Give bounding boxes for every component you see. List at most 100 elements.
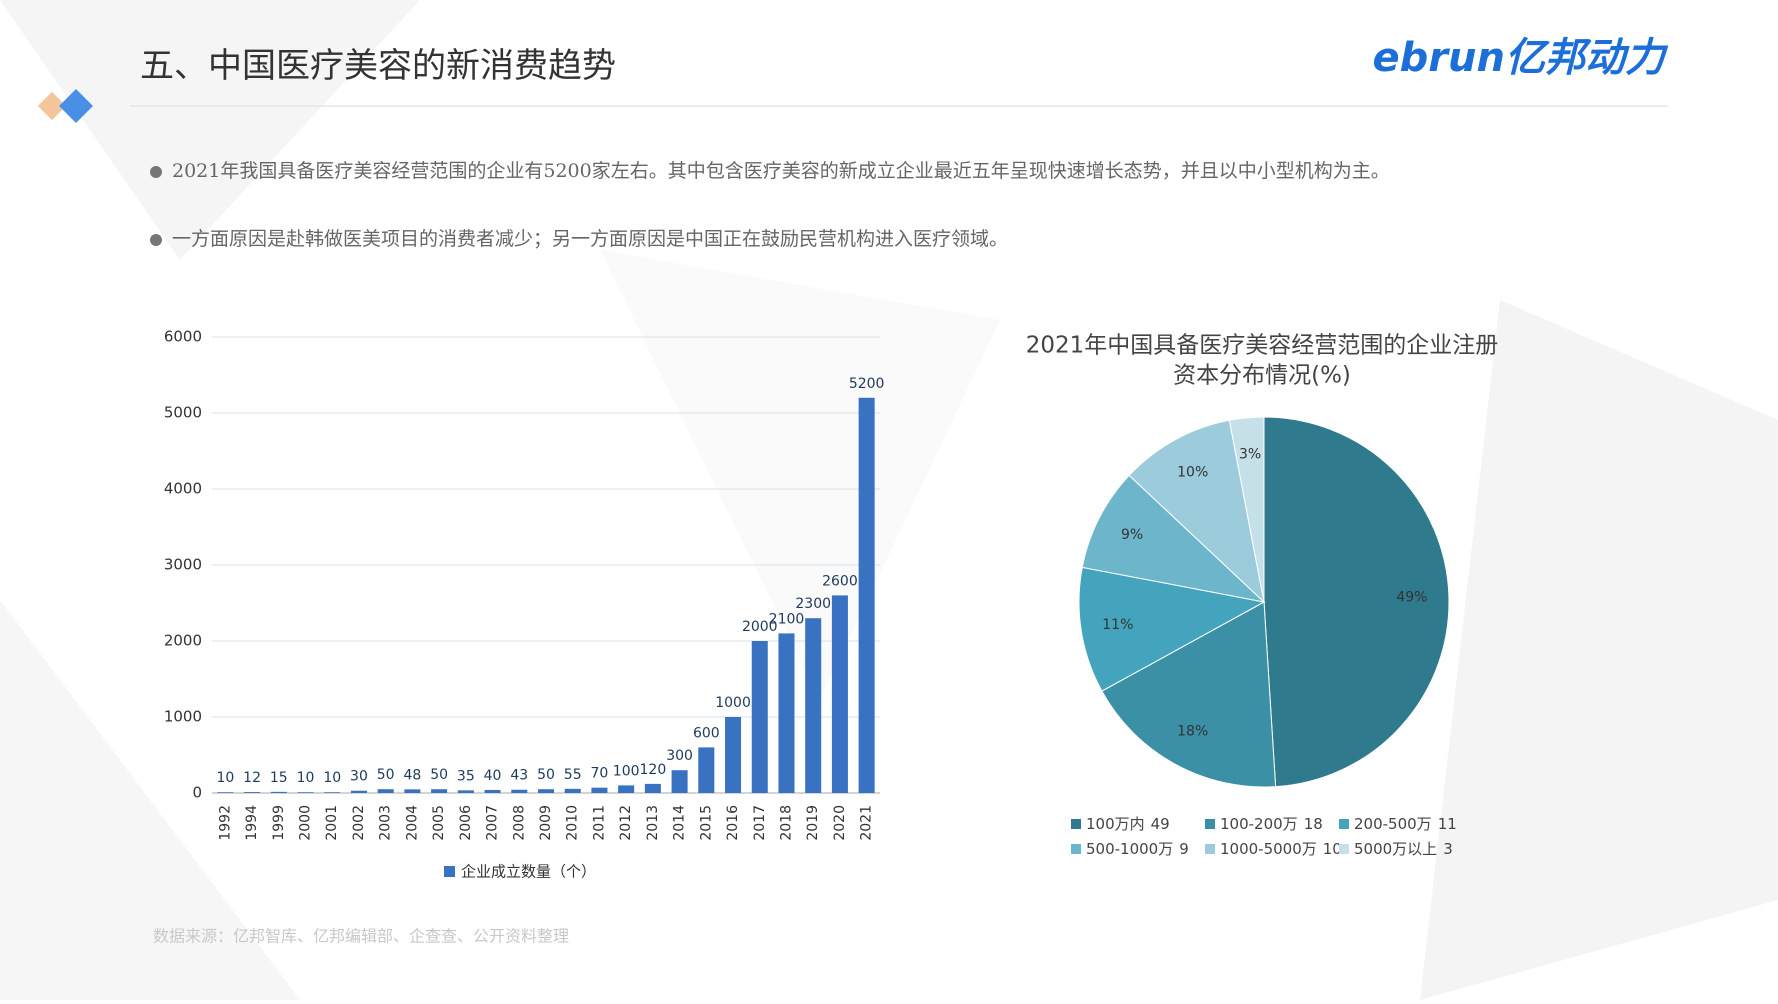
bar: [484, 789, 501, 793]
bar: [244, 792, 261, 793]
legend-value: 49: [1151, 815, 1170, 833]
legend-label: 100-200万 18: [1220, 815, 1323, 833]
legend-label: 5000万以上 3: [1354, 840, 1453, 858]
data-label: 11%: [1102, 617, 1133, 633]
data-label: 2300: [795, 596, 831, 612]
legend-swatch: [1071, 819, 1081, 829]
bar: [537, 789, 555, 793]
bar: [591, 787, 608, 793]
legend-swatch: [1339, 844, 1349, 854]
data-label: 2600: [822, 573, 858, 589]
x-tick-label: 1999: [271, 805, 287, 841]
bullet-dot: [150, 234, 162, 246]
bar: [644, 783, 661, 793]
x-tick-label: 2006: [458, 805, 474, 841]
data-label: 5200: [849, 376, 885, 392]
data-label: 600: [693, 725, 720, 741]
data-label: 3%: [1239, 447, 1261, 463]
bar: [831, 595, 848, 793]
legend-label: 企业成立数量（个）: [461, 863, 596, 881]
bar: [431, 789, 448, 793]
x-tick-label: 2019: [805, 805, 821, 841]
x-tick-label: 2007: [485, 805, 501, 841]
bar: [564, 788, 581, 793]
bar: [751, 641, 768, 793]
legend-label: 200-500万 11: [1354, 815, 1457, 833]
legend-label: 1000-5000万 10: [1220, 840, 1342, 858]
data-label: 10: [297, 770, 315, 786]
x-tick-label: 2021: [859, 805, 875, 841]
data-label: 12: [243, 770, 261, 786]
data-label: 100: [613, 763, 640, 779]
legend-value: 3: [1443, 840, 1453, 858]
y-tick-label: 1000: [164, 708, 202, 726]
bullet-text: 一方面原因是赴韩做医美项目的消费者减少；另一方面原因是中国正在鼓励民营机构进入医…: [172, 228, 1008, 250]
legend-label: 100万内 49: [1086, 815, 1170, 833]
bar: [270, 791, 287, 793]
legend-label: 500-1000万 9: [1086, 840, 1189, 858]
data-label: 1000: [715, 695, 751, 711]
bar: [324, 792, 341, 793]
x-tick-label: 2018: [778, 805, 794, 841]
y-tick-label: 5000: [164, 404, 202, 422]
chart-title: 2021年中国具备医疗美容经营范围的企业注册: [1026, 333, 1499, 359]
data-label: 55: [564, 767, 582, 783]
bullet-dot: [150, 166, 162, 178]
bullet-text: 2021年我国具备医疗美容经营范围的企业有5200家左右。其中包含医疗美容的新成…: [172, 160, 1390, 182]
pie-slice: [1078, 566, 1266, 692]
bar: [698, 747, 715, 793]
x-tick-label: 2009: [538, 805, 554, 841]
bar: [725, 717, 742, 793]
data-label: 50: [377, 767, 395, 783]
pie-slice: [1228, 416, 1265, 603]
data-label: 9%: [1121, 527, 1143, 543]
legend-swatch: [1205, 819, 1215, 829]
x-tick-label: 2004: [404, 805, 420, 841]
x-tick-label: 1994: [244, 805, 260, 841]
pie-slice: [1101, 601, 1277, 788]
data-label: 49%: [1396, 589, 1427, 605]
source-note: 数据来源：亿邦智库、亿邦编辑部、企查查、公开资料整理: [153, 927, 569, 946]
pie-slice: [1263, 416, 1450, 788]
legend-name: 5000万以上: [1354, 840, 1437, 858]
y-tick-label: 4000: [164, 480, 202, 498]
x-tick-label: 2012: [618, 805, 634, 841]
x-tick-label: 1992: [217, 805, 233, 841]
x-tick-label: 2001: [324, 805, 340, 841]
bar: [805, 618, 822, 793]
legend-swatch: [1339, 819, 1349, 829]
data-label: 15: [270, 770, 288, 786]
x-tick-label: 2008: [511, 805, 527, 841]
data-label: 30: [350, 769, 368, 785]
legend-name: 100万内: [1086, 815, 1145, 833]
data-label: 10: [323, 770, 341, 786]
data-label: 50: [430, 767, 448, 783]
pie-slice: [1081, 474, 1266, 603]
bar: [377, 789, 394, 793]
bar: [457, 790, 474, 793]
y-tick-label: 2000: [164, 632, 202, 650]
x-tick-label: 2005: [431, 805, 447, 841]
data-label: 43: [510, 768, 528, 784]
bar: [858, 397, 875, 793]
legend-name: 1000-5000万: [1220, 840, 1317, 858]
x-tick-label: 2002: [351, 805, 367, 841]
legend-swatch: [1071, 844, 1081, 854]
y-tick-label: 3000: [164, 556, 202, 574]
bg-shape: [600, 250, 1000, 700]
x-tick-label: 2003: [378, 805, 394, 841]
y-tick-label: 6000: [164, 328, 202, 346]
logo: ebrun亿邦动力: [1373, 35, 1669, 81]
pie-slice: [1128, 419, 1265, 604]
bg-shape: [0, 600, 300, 1000]
data-label: 40: [484, 768, 502, 784]
bar: [297, 792, 314, 793]
decor-diamond: [37, 91, 67, 121]
x-tick-label: 2014: [672, 805, 688, 841]
x-tick-label: 2020: [832, 805, 848, 841]
data-label: 50: [537, 767, 555, 783]
data-label: 10: [216, 770, 234, 786]
x-tick-label: 2000: [298, 805, 314, 841]
data-label: 120: [640, 762, 667, 778]
